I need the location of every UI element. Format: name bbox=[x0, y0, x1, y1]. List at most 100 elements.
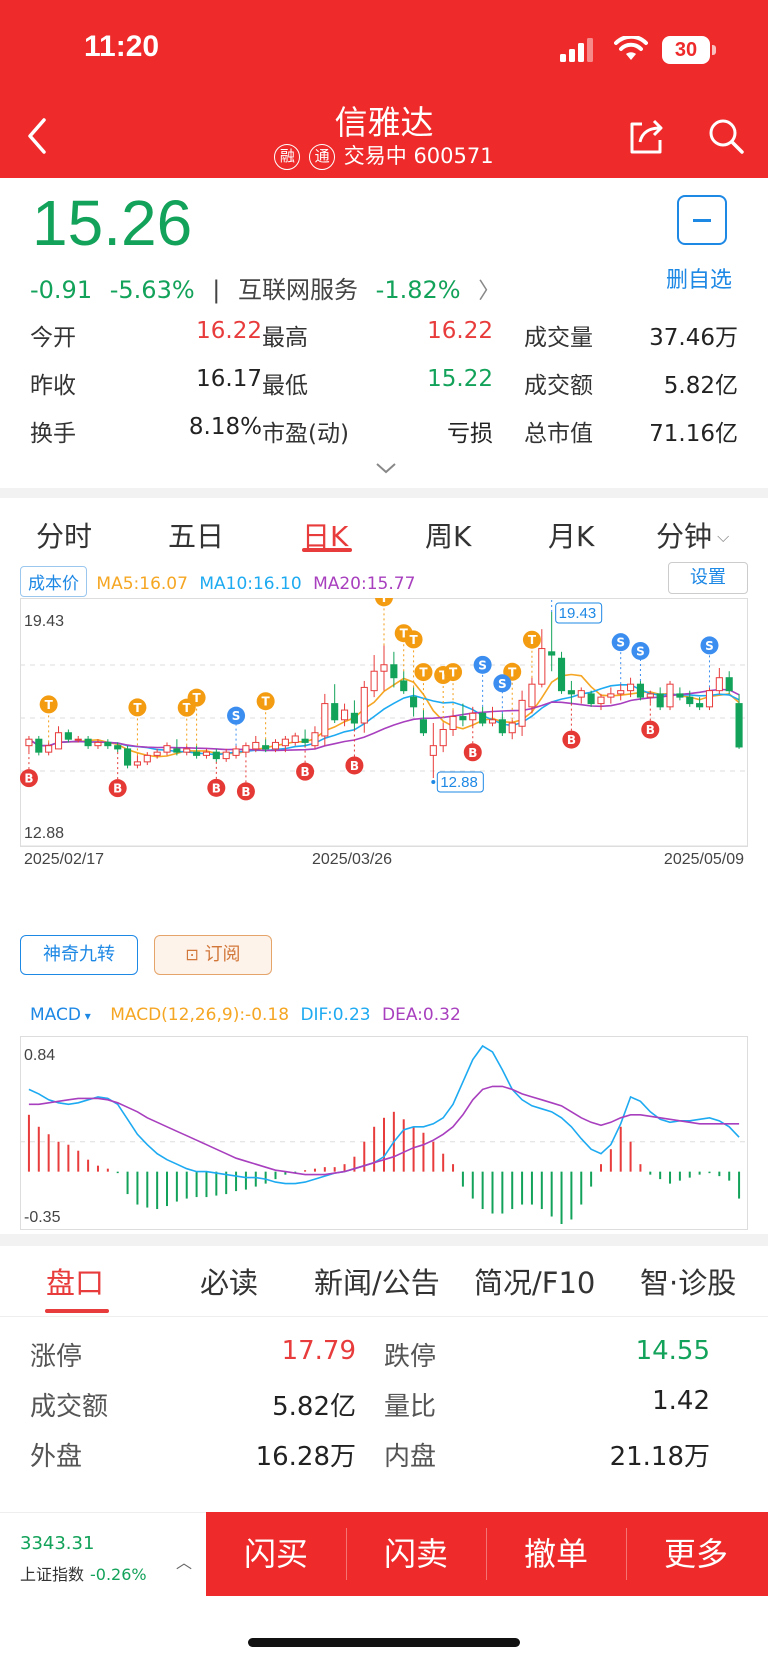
candle-body bbox=[617, 690, 625, 695]
signal-badge bbox=[404, 630, 423, 649]
share-icon[interactable] bbox=[626, 116, 666, 156]
signal-badge bbox=[463, 743, 482, 762]
macd-legend: MACD ▾ MACD(12,26,9):-0.18 DIF:0.23 DEA:… bbox=[30, 1005, 461, 1025]
candle-body bbox=[715, 677, 723, 692]
candle-body bbox=[567, 690, 575, 695]
candle-body bbox=[390, 664, 398, 679]
signal-letter: T bbox=[380, 598, 389, 605]
back-arrow-icon[interactable] bbox=[18, 112, 58, 160]
price-change-pct: -5.63% bbox=[109, 276, 195, 304]
macd-y-min: -0.35 bbox=[24, 1209, 61, 1226]
sector-name: 互联网服务 bbox=[238, 276, 359, 304]
turnover-label: 换手 bbox=[30, 421, 76, 447]
index-value: 3343.31 bbox=[20, 1533, 95, 1554]
more-button[interactable]: 更多 bbox=[663, 1535, 728, 1573]
subscribe-button[interactable]: ⊡ 订阅 bbox=[154, 935, 272, 975]
x-date-label: 2025/05/09 bbox=[664, 851, 744, 868]
connect-badge: 通 bbox=[309, 144, 336, 170]
tab-f10[interactable]: 简况/F10 bbox=[474, 1266, 596, 1300]
candle-body bbox=[35, 738, 43, 753]
quote-row: 今开 16.22 最高 16.22 成交量 37.46万 bbox=[30, 318, 738, 366]
section-gap bbox=[0, 1234, 768, 1246]
chart-settings-button[interactable]: 设置 bbox=[668, 562, 748, 594]
tab-diagnosis[interactable]: 智·诊股 bbox=[640, 1266, 737, 1300]
signal-letter: B bbox=[646, 723, 655, 737]
candle-body bbox=[548, 651, 556, 656]
open-value: 16.22 bbox=[196, 318, 262, 344]
cancel-order-button[interactable]: 撤单 bbox=[523, 1535, 588, 1573]
candle-body bbox=[459, 716, 467, 721]
home-indicator bbox=[248, 1638, 520, 1647]
volume-label: 成交量 bbox=[524, 325, 593, 351]
candle-body bbox=[429, 745, 437, 756]
expand-chevron-icon[interactable] bbox=[374, 460, 398, 476]
low-marker: 12.88 bbox=[440, 774, 478, 791]
candle-body bbox=[725, 677, 733, 692]
index-name: 上证指数 bbox=[20, 1565, 85, 1584]
mcap-label: 总市值 bbox=[524, 421, 593, 447]
candle-body bbox=[479, 712, 487, 724]
amount-label: 成交额 bbox=[524, 373, 593, 399]
pe-value: 亏损 bbox=[447, 421, 493, 447]
tab-intraday[interactable]: 分时 bbox=[36, 520, 93, 553]
macd-selector[interactable]: MACD ▾ bbox=[30, 1005, 91, 1025]
wifi-icon bbox=[614, 36, 648, 60]
index-name-line: 上证指数 -0.26% bbox=[20, 1561, 147, 1585]
tab-pankou[interactable]: 盘口 bbox=[46, 1266, 105, 1300]
candle-body bbox=[262, 745, 270, 750]
signal-badge bbox=[108, 779, 127, 798]
remove-watchlist-button[interactable] bbox=[677, 195, 727, 245]
inner-label: 内盘 bbox=[384, 1442, 437, 1472]
index-ticker[interactable]: 3343.31 上证指数 -0.26% ︿ bbox=[0, 1512, 206, 1596]
ma10-line bbox=[28, 684, 740, 756]
candle-body bbox=[163, 745, 171, 753]
flash-sell-button[interactable]: 闪卖 bbox=[383, 1535, 448, 1573]
signal-badge bbox=[227, 706, 246, 725]
outer-label: 外盘 bbox=[30, 1442, 83, 1472]
signal-letter: T bbox=[528, 633, 537, 647]
magic-nine-button[interactable]: 神奇九转 bbox=[20, 935, 138, 975]
tab-weekly-k[interactable]: 周K bbox=[425, 520, 472, 553]
candle-body bbox=[627, 683, 635, 692]
candle-body bbox=[607, 693, 615, 698]
tab-must-read[interactable]: 必读 bbox=[200, 1266, 259, 1300]
candle-body bbox=[84, 738, 92, 747]
flash-buy-button[interactable]: 闪买 bbox=[243, 1535, 308, 1573]
price-change-line[interactable]: -0.91 -5.63% | 互联网服务 -1.82% 〉 bbox=[30, 270, 510, 305]
mcap-value: 71.16亿 bbox=[649, 421, 738, 447]
tab-minute[interactable]: 分钟 ⌵ bbox=[656, 515, 729, 555]
cost-price-button[interactable]: 成本价 bbox=[20, 566, 87, 597]
search-icon[interactable] bbox=[706, 116, 746, 156]
candlestick-chart[interactable]: 19.4312.8819.4312.88TTTTTTTTTTTTTSSSSSSS… bbox=[20, 598, 748, 916]
divider bbox=[486, 1528, 487, 1580]
tab-five-day[interactable]: 五日 bbox=[168, 520, 225, 553]
signal-badge bbox=[20, 769, 38, 788]
dea-line bbox=[28, 1085, 740, 1176]
signal-badge bbox=[296, 762, 315, 781]
candle-body bbox=[370, 670, 378, 692]
pankou-grid: 涨停 17.79 跌停 14.55 成交额 5.82亿 量比 1.42 外盘 1… bbox=[30, 1336, 710, 1486]
divider: | bbox=[212, 276, 221, 304]
stock-name: 信雅达 bbox=[334, 103, 434, 142]
signal-badge bbox=[611, 633, 630, 652]
dif-line bbox=[28, 1044, 740, 1185]
tab-daily-k[interactable]: 日K bbox=[302, 520, 349, 553]
signal-badge bbox=[562, 730, 581, 749]
signal-letter: T bbox=[262, 695, 271, 709]
dea-value: DEA:0.32 bbox=[382, 1005, 461, 1025]
signal-badge bbox=[128, 698, 147, 717]
limit-up-label: 涨停 bbox=[30, 1342, 83, 1372]
turnover-value: 8.18% bbox=[188, 414, 262, 440]
remove-watchlist-label[interactable]: 删自选 bbox=[666, 268, 733, 293]
tab-news[interactable]: 新闻/公告 bbox=[314, 1266, 440, 1300]
macd-chart[interactable]: 0.84 -0.35 bbox=[20, 1036, 748, 1230]
signal-letter: T bbox=[400, 627, 409, 641]
macd-params: MACD(12,26,9):-0.18 bbox=[110, 1005, 290, 1025]
tab-monthly-k[interactable]: 月K bbox=[548, 520, 595, 553]
divider bbox=[626, 1528, 627, 1580]
candle-body bbox=[410, 696, 418, 708]
amount-value: 5.82亿 bbox=[663, 373, 738, 399]
chart-period-tabs: 分时 五日 日K 周K 月K 分钟 ⌵ bbox=[0, 505, 768, 561]
low-label: 最低 bbox=[262, 373, 308, 399]
signal-badge bbox=[493, 674, 512, 693]
